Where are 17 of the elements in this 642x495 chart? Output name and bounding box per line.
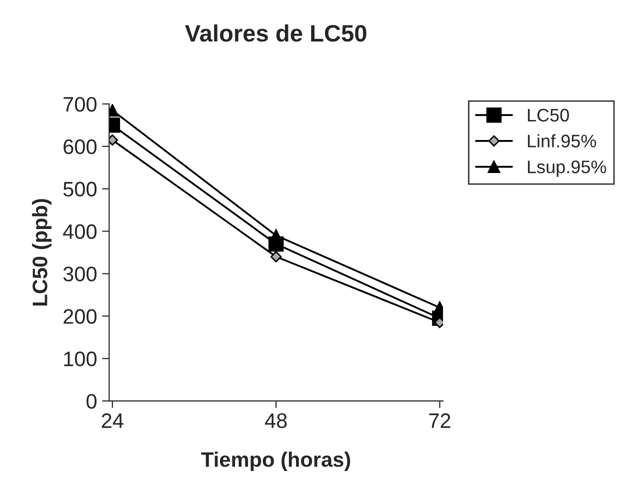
chart-title: Valores de LC50 <box>185 24 366 42</box>
y-tick-label: 200 <box>64 309 97 324</box>
legend-label: Linf.95% <box>528 134 596 148</box>
legend-label: Lsup.95% <box>528 160 606 177</box>
y-tick-label: 700 <box>64 96 97 112</box>
x-tick-label: 72 <box>429 413 450 428</box>
y-axis-title: LC50 (ppb) <box>32 199 52 306</box>
x-tick-label: 48 <box>264 413 287 428</box>
y-tick-label: 400 <box>63 224 97 239</box>
x-axis-title: Tiempo (horas) <box>201 452 350 472</box>
y-tick-label: 300 <box>63 266 97 282</box>
y-tick-label: 600 <box>64 139 97 154</box>
y-tick-label: 0 <box>86 394 97 409</box>
y-tick-label: 100 <box>64 352 97 366</box>
x-tick-label: 24 <box>102 413 124 428</box>
y-tick-label: 500 <box>63 182 97 197</box>
legend-label: LC50 <box>528 108 569 122</box>
